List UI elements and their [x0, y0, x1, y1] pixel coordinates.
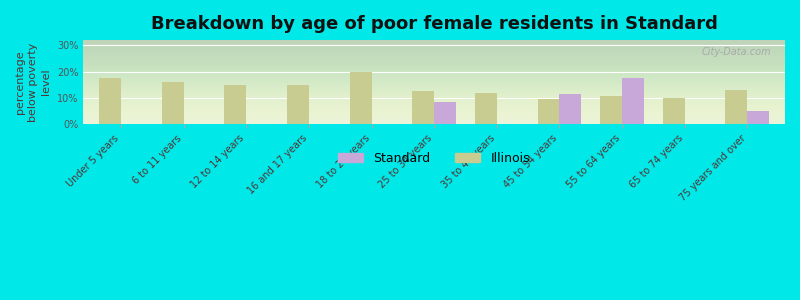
Bar	[622, 78, 644, 124]
Bar	[224, 85, 246, 124]
Bar	[663, 98, 685, 124]
Bar	[726, 90, 747, 124]
Bar	[287, 85, 309, 124]
Legend: Standard, Illinois: Standard, Illinois	[334, 147, 535, 170]
Bar	[350, 72, 371, 124]
Bar	[99, 78, 121, 124]
Bar	[475, 93, 497, 124]
Bar	[747, 111, 770, 124]
Bar	[538, 99, 559, 124]
Bar	[412, 91, 434, 124]
Bar	[434, 102, 456, 124]
Text: City-Data.com: City-Data.com	[702, 47, 771, 57]
Bar	[600, 97, 622, 124]
Title: Breakdown by age of poor female residents in Standard: Breakdown by age of poor female resident…	[150, 15, 718, 33]
Bar	[559, 94, 582, 124]
Y-axis label: percentage
below poverty
level: percentage below poverty level	[15, 42, 51, 122]
Bar	[162, 82, 183, 124]
